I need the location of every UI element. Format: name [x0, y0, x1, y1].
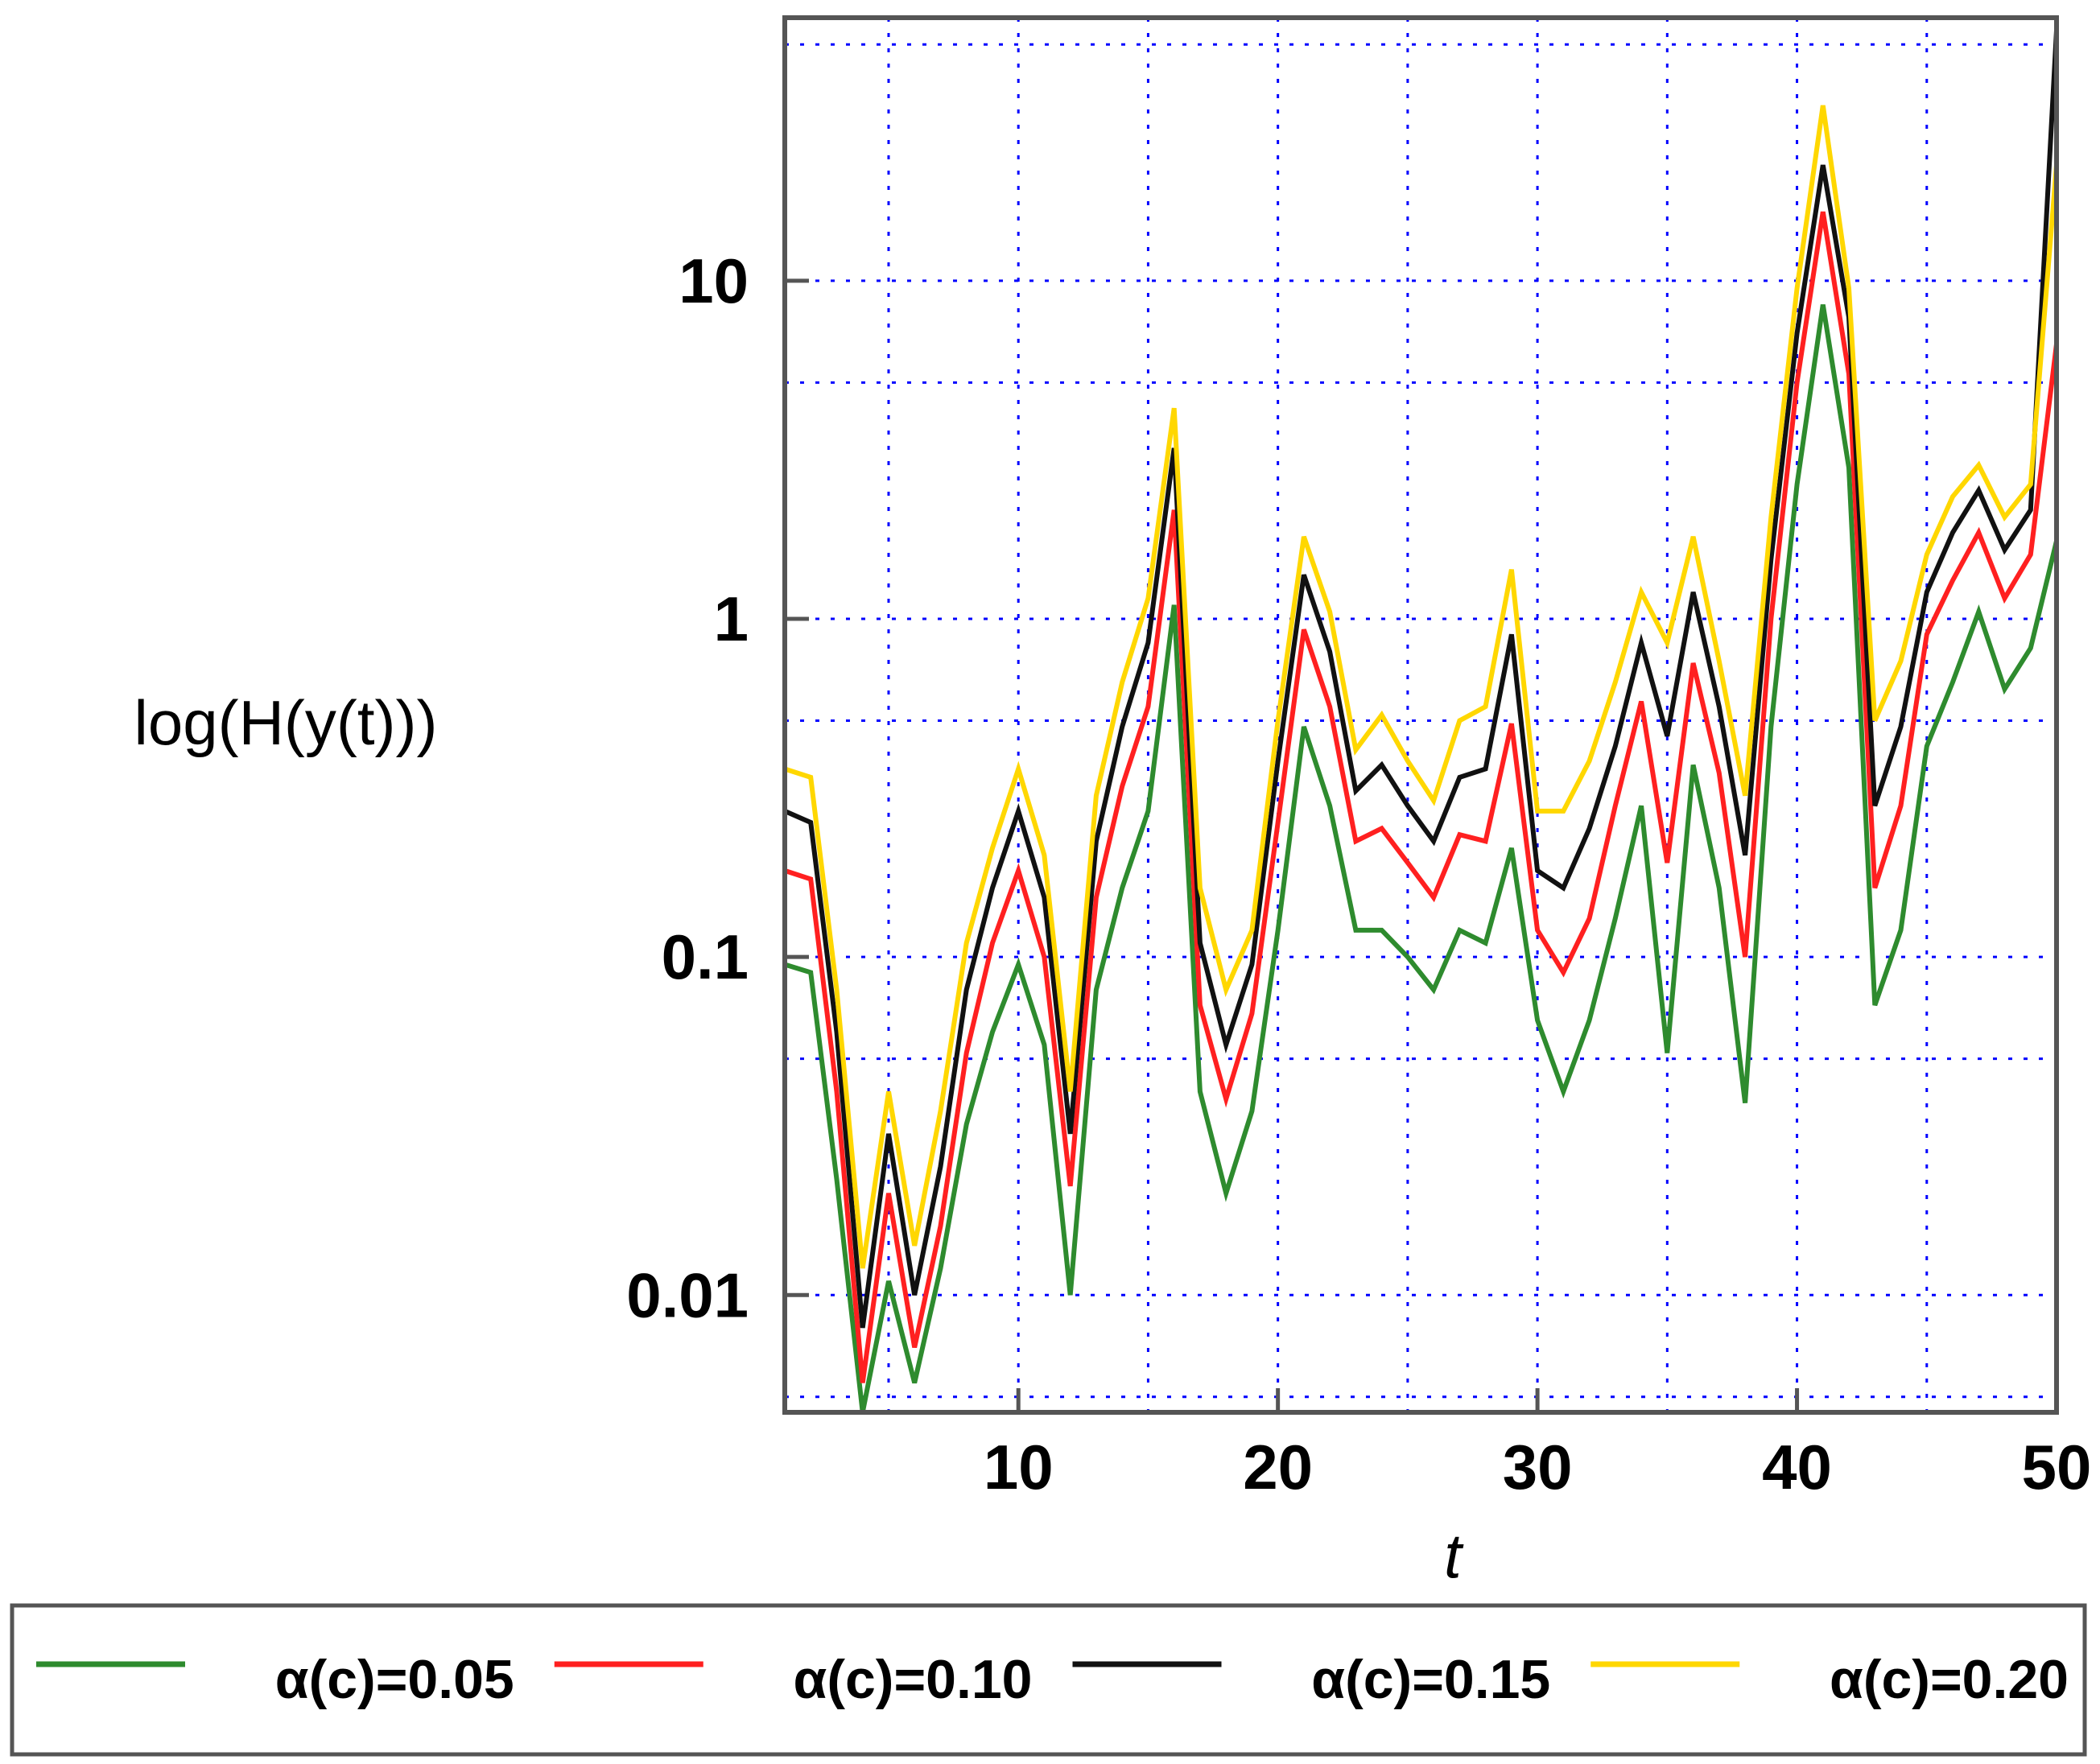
- series-line-2: [784, 211, 2059, 1383]
- series-line-4: [784, 105, 2059, 1269]
- legend-label: α(c)=0.20: [1830, 1649, 2069, 1710]
- series-line-1: [784, 304, 2059, 1413]
- y-axis-label: log(H(y(t))): [134, 687, 438, 758]
- legend-label: α(c)=0.10: [794, 1649, 1033, 1710]
- x-tick-label: 40: [1762, 1432, 1832, 1502]
- y-tick-label: 10: [679, 245, 749, 316]
- series-line-3: [783, 30, 2059, 1329]
- legend-label: α(c)=0.05: [275, 1649, 514, 1710]
- legend-box: [10, 1603, 2087, 1757]
- y-axis-ticks: 0.01 0.1 1 10: [626, 245, 809, 1330]
- x-axis-label: t: [1444, 1520, 1464, 1591]
- x-axis-ticks: 10 20 30 40 50: [984, 1388, 2092, 1502]
- x-tick-label: 30: [1503, 1432, 1573, 1502]
- y-tick-label: 0.1: [662, 921, 749, 992]
- y-tick-label: 1: [714, 583, 749, 654]
- legend: α(c)=0.05 α(c)=0.10 α(c)=0.15 α(c)=0.20: [10, 1603, 2087, 1757]
- series-layer: [783, 30, 2059, 1413]
- legend-label: α(c)=0.15: [1311, 1649, 1550, 1710]
- x-tick-label: 10: [984, 1432, 1054, 1502]
- x-tick-label: 50: [2022, 1432, 2092, 1502]
- y-tick-label: 0.01: [626, 1259, 749, 1330]
- plot-frame: [782, 15, 2059, 1415]
- x-tick-label: 20: [1243, 1432, 1313, 1502]
